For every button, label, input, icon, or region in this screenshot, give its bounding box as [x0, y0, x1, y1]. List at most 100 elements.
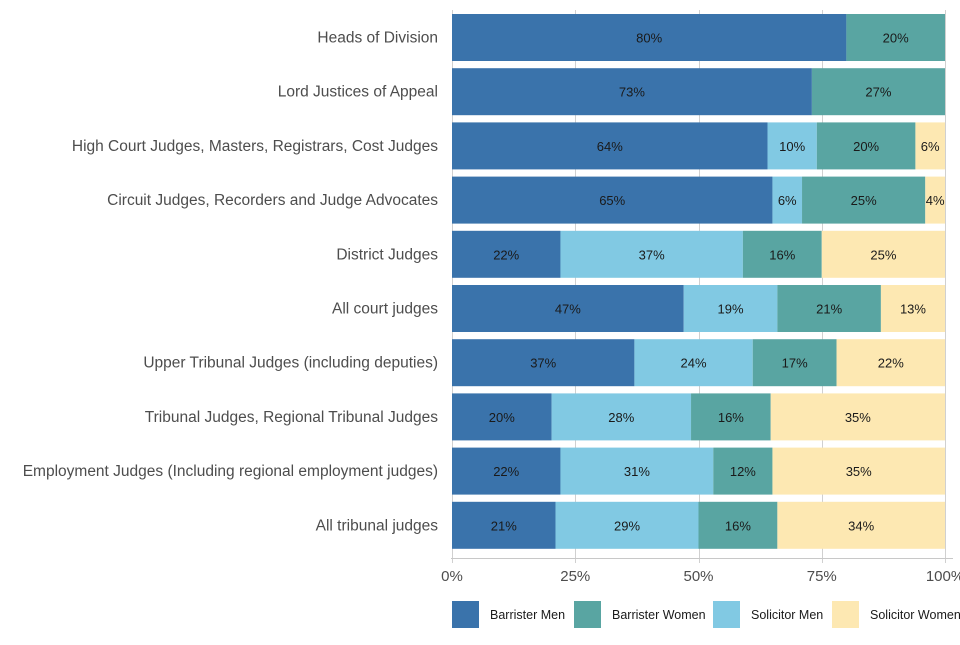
data-label: 20%	[489, 410, 515, 425]
bar-segment-barrister-men	[452, 230, 561, 278]
category-label: Upper Tribunal Judges (including deputie…	[143, 355, 438, 372]
data-label: 20%	[883, 31, 909, 46]
category-label: Lord Justices of Appeal	[278, 84, 438, 101]
data-label: 4%	[926, 193, 945, 208]
data-label: 80%	[636, 31, 662, 46]
bar-segment-barrister-men	[452, 285, 684, 332]
bar-segment-solicitor-women	[772, 447, 945, 495]
bar-segment-solicitor-men	[683, 285, 778, 332]
bar-segment-barrister-men	[452, 447, 561, 495]
data-label: 27%	[865, 85, 891, 100]
bar-segment-solicitor-men	[560, 447, 714, 495]
bar-segment-barrister-women	[713, 447, 773, 495]
category-label: All tribunal judges	[316, 517, 439, 534]
legend-swatch	[832, 601, 859, 628]
data-label: 22%	[493, 247, 519, 262]
data-label: 25%	[870, 247, 896, 262]
data-label: 19%	[718, 302, 744, 317]
category-label: Employment Judges (Including regional em…	[23, 463, 438, 480]
bar-segment-barrister-men	[452, 501, 556, 549]
data-label: 12%	[730, 464, 756, 479]
data-label: 21%	[816, 302, 842, 317]
bar-segment-solicitor-men	[551, 393, 692, 441]
data-label: 21%	[491, 518, 517, 533]
bar-segment-barrister-women	[698, 501, 778, 549]
bars: 80% 20% 73% 27% 64% 10% 20% 6% 65% 6% 25% 4% 22% 37% 1…	[452, 14, 945, 549]
category-label: High Court Judges, Masters, Registrars, …	[72, 138, 438, 155]
data-label: 25%	[851, 193, 877, 208]
x-tick-label: 0%	[441, 568, 463, 585]
data-label: 31%	[624, 464, 650, 479]
data-label: 17%	[782, 356, 808, 371]
x-tick-label: 100%	[926, 568, 960, 585]
data-label: 22%	[878, 356, 904, 371]
legend-label: Barrister Women	[612, 608, 706, 622]
legend-label: Barrister Men	[490, 608, 565, 622]
data-label: 20%	[853, 139, 879, 154]
x-tick-label: 50%	[683, 568, 713, 585]
bar-segment-barrister-men	[452, 122, 768, 170]
bar-segment-solicitor-men	[772, 176, 803, 224]
data-label: 16%	[769, 247, 795, 262]
bar-segment-barrister-women	[811, 68, 945, 116]
bar-segment-barrister-men	[452, 14, 847, 61]
bar-segment-solicitor-women	[925, 176, 945, 224]
category-label: All court judges	[332, 301, 438, 318]
bar-segment-barrister-women	[691, 393, 771, 441]
bar-segment-barrister-women	[816, 122, 916, 170]
bar-segment-barrister-women	[752, 339, 837, 387]
bar-segment-solicitor-women	[836, 339, 945, 387]
bar-segment-barrister-men	[452, 393, 552, 441]
data-label: 37%	[530, 356, 556, 371]
bar-segment-solicitor-women	[821, 230, 945, 278]
x-tick-label: 25%	[560, 568, 590, 585]
bar-segment-barrister-women	[742, 230, 822, 278]
category-label: Circuit Judges, Recorders and Judge Advo…	[107, 192, 438, 209]
category-label: Tribunal Judges, Regional Tribunal Judge…	[145, 409, 438, 426]
data-label: 34%	[848, 518, 874, 533]
bar-segment-barrister-men	[452, 339, 635, 387]
data-label: 37%	[639, 247, 665, 262]
x-axis: 0% 25% 50% 75% 100%	[441, 558, 960, 585]
bar-segment-solicitor-men	[560, 230, 743, 278]
category-labels: Heads of Division Lord Justices of Appeal…	[23, 30, 439, 535]
x-tick-label: 75%	[807, 568, 837, 585]
data-label: 6%	[778, 193, 797, 208]
data-label: 16%	[718, 410, 744, 425]
bar-segment-solicitor-men	[767, 122, 817, 170]
bar-segment-barrister-men	[452, 68, 812, 116]
data-label: 24%	[681, 356, 707, 371]
bar-segment-barrister-women	[802, 176, 926, 224]
data-label: 64%	[597, 139, 623, 154]
legend-label: Solicitor Men	[751, 608, 823, 622]
legend-swatch	[574, 601, 601, 628]
bar-segment-solicitor-women	[777, 501, 945, 549]
bar-segment-barrister-women	[846, 14, 945, 61]
bar-segment-solicitor-women	[770, 393, 945, 441]
bar-segment-solicitor-men	[555, 501, 699, 549]
data-label: 6%	[921, 139, 940, 154]
legend-swatch	[452, 601, 479, 628]
data-label: 28%	[608, 410, 634, 425]
legend-label: Solicitor Women	[870, 608, 960, 622]
category-label: Heads of Division	[317, 30, 438, 47]
legend: Barrister Men Barrister Women Solicitor Me…	[452, 601, 960, 628]
bar-segment-solicitor-men	[634, 339, 753, 387]
data-label: 47%	[555, 302, 581, 317]
data-label: 65%	[599, 193, 625, 208]
bar-segment-barrister-women	[777, 285, 881, 332]
data-label: 16%	[725, 518, 751, 533]
bar-segment-barrister-men	[452, 176, 773, 224]
legend-swatch	[713, 601, 740, 628]
bar-segment-solicitor-women	[915, 122, 945, 170]
data-label: 29%	[614, 518, 640, 533]
data-label: 22%	[493, 464, 519, 479]
data-label: 35%	[845, 410, 871, 425]
category-label: District Judges	[336, 246, 438, 263]
bar-segment-solicitor-women	[880, 285, 945, 332]
data-label: 73%	[619, 85, 645, 100]
data-label: 35%	[846, 464, 872, 479]
data-label: 10%	[779, 139, 805, 154]
data-label: 13%	[900, 302, 926, 317]
